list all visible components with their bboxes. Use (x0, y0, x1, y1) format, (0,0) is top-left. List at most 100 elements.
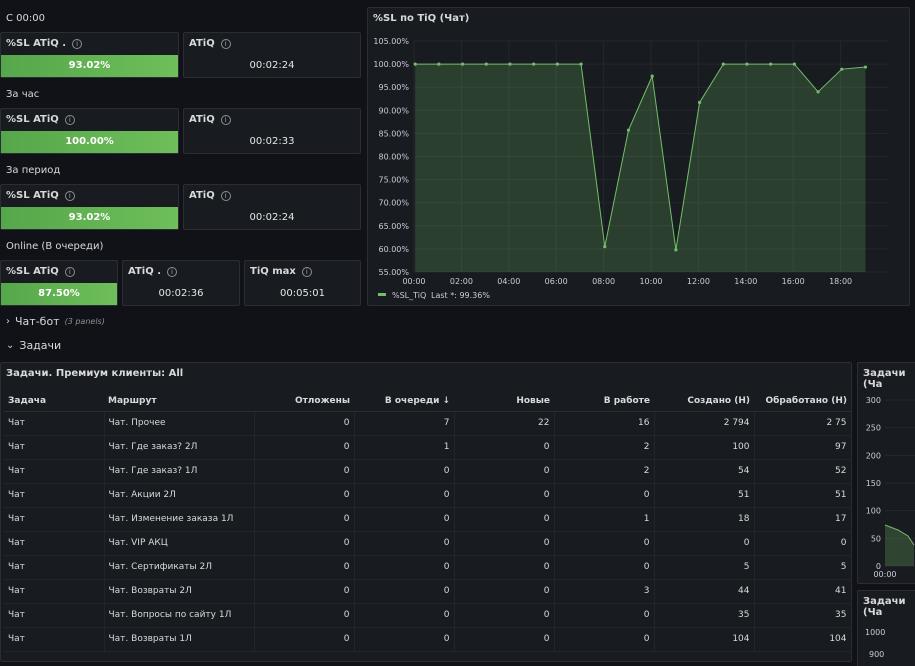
table-row[interactable]: Чат Чат. Где заказ? 2Л 0 1 0 2 100 97 (4, 435, 851, 460)
online-sl-panel[interactable]: %SL ATiQ i 87.50% (0, 260, 118, 306)
table-row[interactable]: Чат Чат. Возвраты 2Л 0 0 0 3 44 41 (4, 579, 851, 604)
col-header[interactable]: В работе (554, 391, 654, 412)
table-row[interactable]: Чат Чат. Вопросы по сайту 1Л 0 0 0 0 35 35 (4, 603, 851, 628)
online-sl-title: %SL ATiQ (6, 266, 59, 277)
info-icon[interactable]: i (220, 38, 231, 49)
table-row[interactable]: Чат Чат. Изменение заказа 1Л 0 0 0 1 18 17 (4, 507, 851, 532)
table-cell: 0 (254, 627, 355, 652)
table-cell: Чат. Где заказ? 1Л (104, 459, 255, 484)
table-cell: 0 (454, 603, 555, 628)
sl-panel-2[interactable]: %SL ATiQ i 93.02% (0, 184, 179, 230)
table-cell: 0 (254, 435, 355, 460)
data-point (745, 62, 749, 66)
info-icon[interactable]: i (301, 266, 312, 277)
info-icon[interactable]: i (72, 38, 83, 49)
table-cell: 0 (454, 483, 555, 508)
table-cell: Чат. Где заказ? 2Л (104, 435, 255, 460)
table-cell: 41 (754, 579, 851, 604)
x-tick-label: 14:00 (734, 277, 757, 286)
side-series-line (884, 524, 915, 546)
col-header[interactable]: Обработано (Н) (754, 391, 851, 412)
row-chatbot-sub: (3 panels) (64, 316, 105, 326)
col-header-sorted[interactable]: В очереди ↓ (354, 391, 454, 412)
table-cell: 0 (354, 579, 455, 604)
data-point (437, 62, 441, 66)
table-row[interactable]: Чат Чат. Где заказ? 1Л 0 0 0 2 54 52 (4, 459, 851, 484)
x-tick-label: 18:00 (829, 277, 852, 286)
table-header-row: Задача Маршрут Отложены В очереди ↓ Новые… (4, 391, 851, 412)
sl-panel-1[interactable]: %SL ATiQ i 100.00% (0, 108, 179, 154)
row-chatbot-title: Чат-бот (15, 314, 60, 328)
table-cell: 0 (354, 603, 455, 628)
sl-tiq-chart-panel[interactable]: %SL по TiQ (Чат) 105.00% 100.00% 95.00% 90.… (367, 7, 910, 306)
data-point (816, 90, 820, 94)
table-cell: 17 (754, 507, 851, 532)
table-cell: Чат (4, 531, 105, 556)
series-area (415, 64, 866, 272)
online-sl-value: 87.50% (1, 283, 117, 305)
sl-panel-0[interactable]: %SL ATiQ . i 93.02% (0, 32, 179, 78)
y-tick-label: 100 (866, 507, 881, 516)
data-point (697, 100, 702, 105)
sl-panel-2-title: %SL ATiQ (6, 190, 59, 201)
row-tasks[interactable]: ⌄ Задачи (6, 336, 915, 354)
info-icon[interactable]: i (220, 114, 231, 125)
online-tiqmax-panel[interactable]: TiQ max i 00:05:01 (244, 260, 361, 306)
info-icon[interactable]: i (64, 266, 75, 277)
side-panel-top[interactable]: Задачи (Ча 300 250 200 150 100 50 0 00:00 (857, 362, 915, 584)
x-tick-label: 04:00 (497, 277, 520, 286)
legend-last: Last *: 99.36% (431, 291, 490, 300)
online-atiq-panel[interactable]: ATiQ . i 00:02:36 (122, 260, 240, 306)
atiq-panel-2[interactable]: ATiQ i 00:02:24 (183, 184, 361, 230)
table-title: Задачи. Премиум клиенты: All (6, 368, 184, 379)
table-cell: 0 (454, 627, 555, 652)
tasks-table: Задача Маршрут Отложены В очереди ↓ Новые… (4, 391, 851, 652)
tasks-table-panel[interactable]: Задачи. Премиум клиенты: All Задача Марш… (0, 362, 852, 662)
col-header[interactable]: Создано (Н) (654, 391, 754, 412)
online-atiq-title: ATiQ . (128, 266, 161, 277)
y-tick-label: 100.00% (373, 60, 409, 69)
info-icon[interactable]: i (64, 190, 75, 201)
sl-panel-0-value: 93.02% (1, 55, 178, 77)
x-tick-label: 00:00 (402, 277, 425, 286)
row-chatbot[interactable]: › Чат-бот (3 panels) (6, 312, 915, 330)
side-bottom-tick: 1000 (865, 628, 886, 637)
col-header[interactable]: Новые (454, 391, 554, 412)
table-cell: 18 (654, 507, 755, 532)
atiq-panel-0[interactable]: ATiQ i 00:02:24 (183, 32, 361, 78)
table-cell: Чат (4, 555, 105, 580)
info-icon[interactable]: i (220, 190, 231, 201)
table-row[interactable]: Чат Чат. VIP АКЦ 0 0 0 0 0 0 (4, 531, 851, 556)
data-point (840, 67, 844, 71)
y-tick-label: 250 (866, 424, 881, 433)
chart-title: %SL по TiQ (Чат) (373, 13, 470, 24)
info-icon[interactable]: i (167, 266, 177, 277)
sl-panel-1-title: %SL ATiQ (6, 114, 59, 125)
y-tick-label: 50 (871, 534, 881, 543)
sl-panel-2-value: 93.02% (1, 207, 178, 229)
col-header[interactable]: Задача (4, 391, 104, 412)
table-cell: 0 (254, 531, 355, 556)
data-point (460, 62, 465, 66)
legend-label: %SL_TiQ (392, 291, 426, 300)
table-cell: Чат. Акции 2Л (104, 483, 255, 508)
table-row[interactable]: Чат Чат. Акции 2Л 0 0 0 0 51 51 (4, 483, 851, 508)
table-row[interactable]: Чат Чат. Сертификаты 2Л 0 0 0 0 5 5 (4, 555, 851, 580)
col-header[interactable]: Маршрут (104, 391, 254, 412)
side-panel-bottom[interactable]: Задачи (Ча 1000 900 (857, 590, 915, 666)
y-tick-label: 300 (866, 396, 881, 405)
x-tick-label: 06:00 (545, 277, 568, 286)
col-header[interactable]: Отложены (254, 391, 354, 412)
table-cell: 0 (554, 531, 655, 556)
y-tick-label: 75.00% (378, 176, 409, 185)
table-cell: 3 (554, 579, 655, 604)
y-tick-label: 90.00% (378, 106, 409, 115)
legend-swatch (378, 293, 386, 296)
table-row[interactable]: Чат Чат. Прочее 0 7 22 16 2 794 2 75 (4, 411, 851, 436)
x-tick-label: 12:00 (687, 277, 710, 286)
table-cell: 0 (354, 459, 455, 484)
info-icon[interactable]: i (64, 114, 75, 125)
table-cell: 0 (254, 411, 355, 436)
table-row[interactable]: Чат Чат. Возвраты 1Л 0 0 0 0 104 104 (4, 627, 851, 652)
atiq-panel-1[interactable]: ATiQ i 00:02:33 (183, 108, 361, 154)
